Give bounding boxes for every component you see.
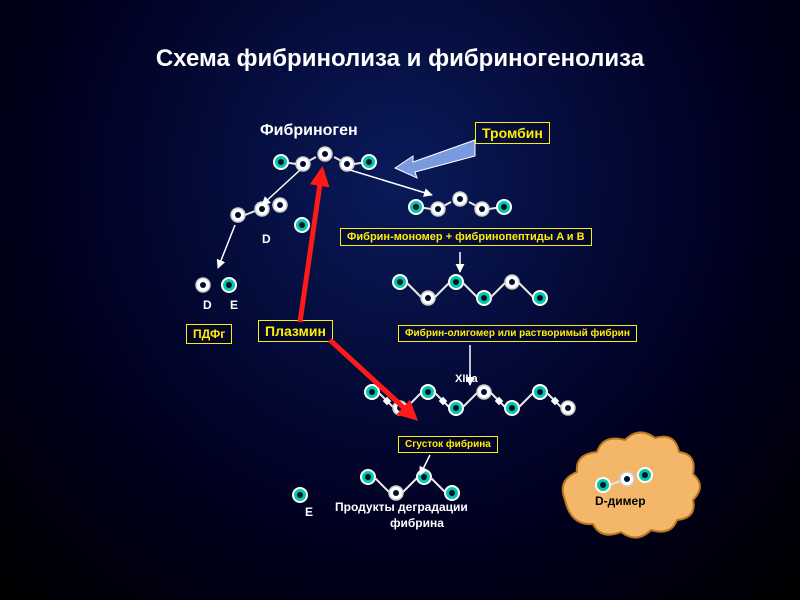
thrombin-to-fibrinogen <box>395 140 475 178</box>
oligomer-row <box>393 275 547 305</box>
plasmin-to-clot <box>330 340 415 418</box>
plasmin-to-fibrinogen <box>300 170 322 322</box>
diagram-stage: Схема фибринолиза и фибриногенолиза Фибр… <box>0 0 800 600</box>
frag-de-lower <box>196 278 236 292</box>
degr-mid <box>361 470 459 500</box>
diagram-svg: D-димер <box>0 0 800 600</box>
monomer-right <box>409 192 511 216</box>
frag-d-upper <box>231 198 309 232</box>
fibrinogen-top <box>274 147 376 171</box>
fibrinogen-to-monomer <box>350 170 432 195</box>
box-ddimer: D-димер <box>595 494 646 508</box>
D1-to-DE <box>218 225 235 268</box>
degr-left-E <box>293 488 307 502</box>
